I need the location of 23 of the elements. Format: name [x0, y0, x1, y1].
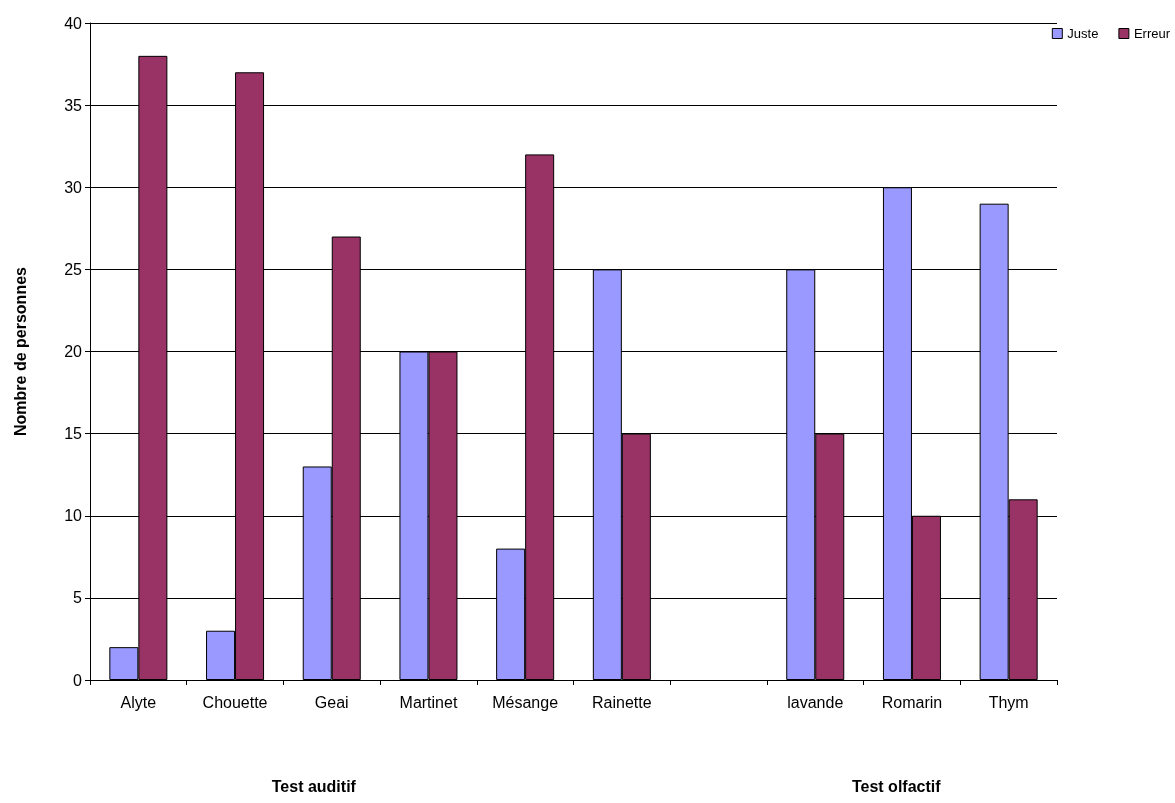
x-tick-label: Thym [988, 693, 1029, 711]
y-tick-label: 5 [73, 589, 83, 607]
x-tick-label: Chouette [202, 693, 268, 711]
y-tick-label: 40 [64, 14, 83, 32]
y-tick-label: 15 [64, 425, 83, 443]
legend-label: Juste [1067, 26, 1099, 41]
y-tick-label: 10 [64, 507, 83, 525]
x-tick-label: Geai [314, 693, 349, 711]
y-tick-label: 25 [64, 260, 83, 278]
text: Test auditif [271, 777, 357, 795]
text: Test olfactif [851, 777, 942, 795]
y-tick-label: 30 [64, 178, 83, 196]
x-tick-label: Rainette [592, 693, 652, 711]
x-tick-label: Martinet [399, 693, 458, 711]
y-tick-label: 0 [73, 671, 83, 689]
legend-label: Erreur [1133, 26, 1171, 41]
y-axis-title: Nombre de personnes [11, 266, 29, 436]
x-tick-label: Romarin [881, 693, 943, 711]
y-tick-label: 35 [64, 96, 83, 114]
x-tick-label: lavande [787, 693, 844, 711]
x-tick-label: Alyte [120, 693, 157, 711]
y-tick-label: 20 [64, 343, 83, 360]
x-tick-label: Mésange [492, 693, 559, 711]
